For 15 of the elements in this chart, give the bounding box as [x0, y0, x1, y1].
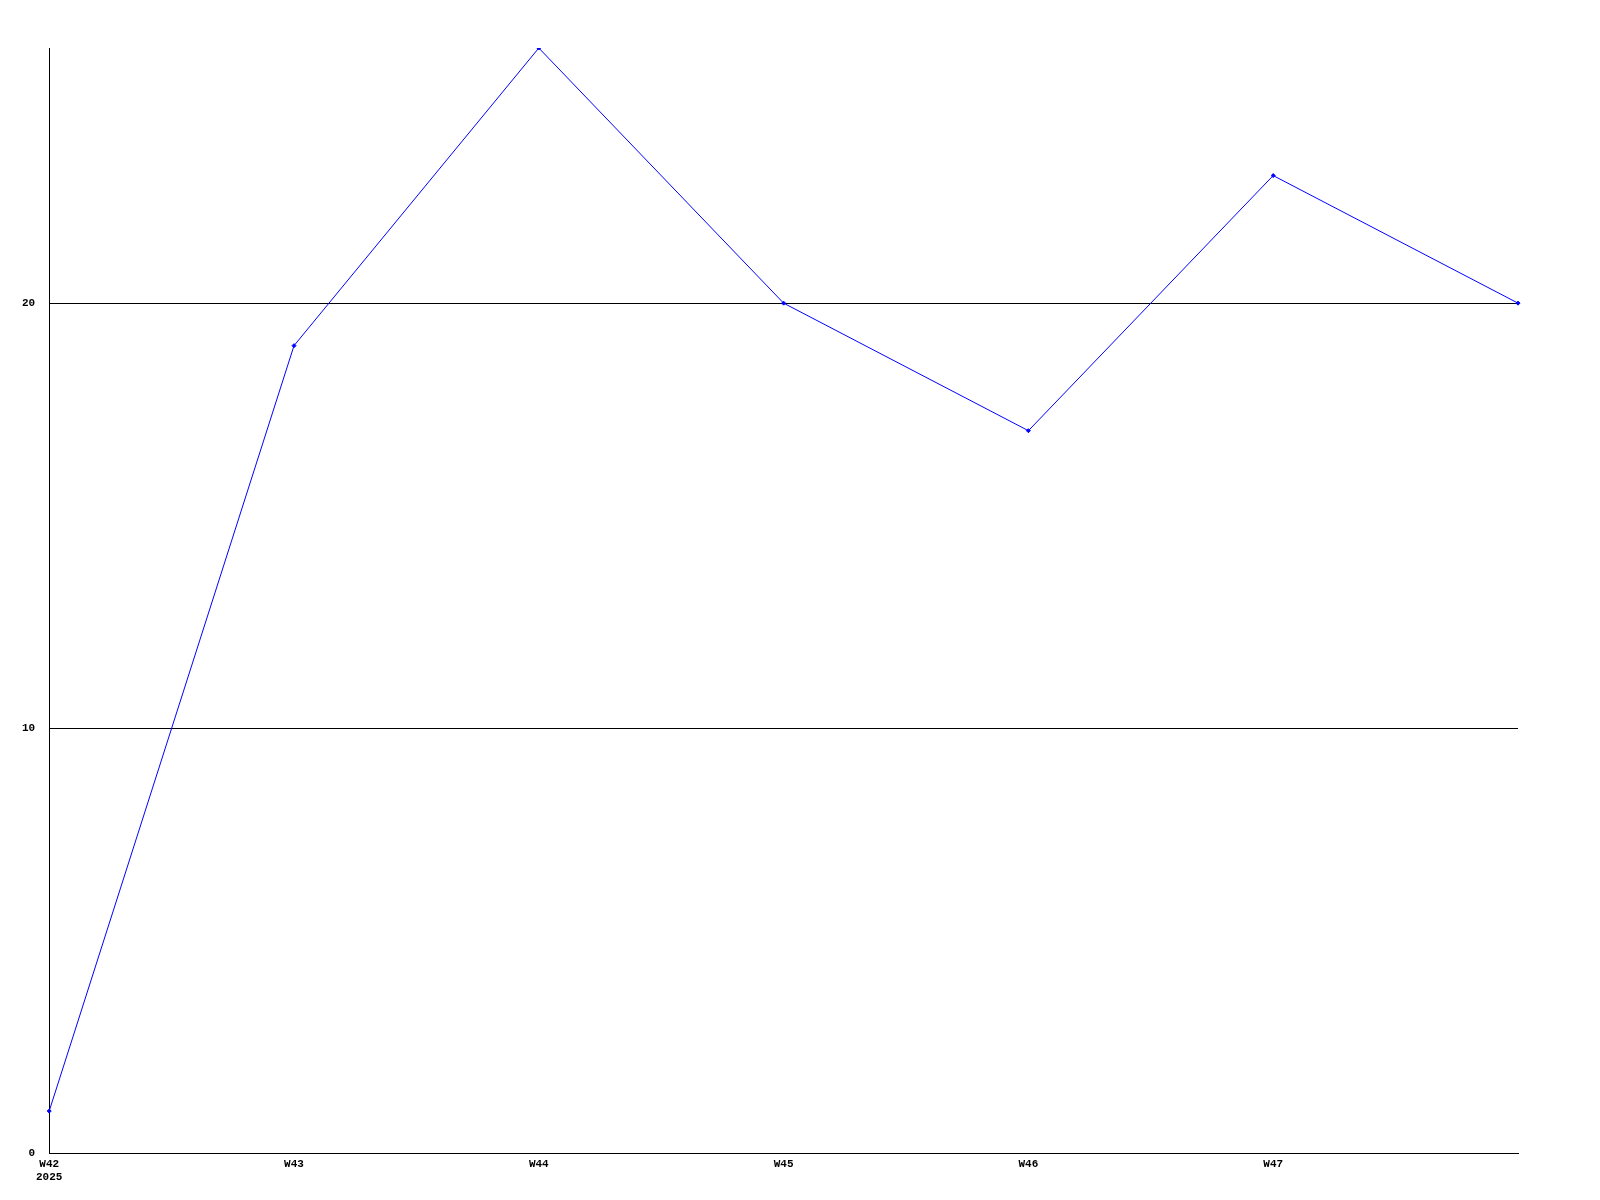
point — [1270, 173, 1276, 179]
point — [46, 1108, 52, 1114]
point — [781, 300, 787, 306]
x-tick-label: W46 — [1018, 1157, 1039, 1170]
x-tick-label: W44 — [528, 1157, 550, 1170]
y-tick-label: 20 — [22, 296, 36, 309]
point — [1025, 428, 1031, 434]
y-tick-label: 10 — [22, 722, 36, 735]
x-tick-label: W43 — [284, 1157, 305, 1170]
x-tick-label: W47 — [1263, 1157, 1284, 1170]
y-tick-label: 0 — [28, 1147, 36, 1160]
x-tick-label: W45 — [773, 1157, 794, 1170]
x-tick-label: W42 2025 — [36, 1157, 63, 1184]
point — [1515, 300, 1521, 306]
point — [291, 343, 297, 349]
